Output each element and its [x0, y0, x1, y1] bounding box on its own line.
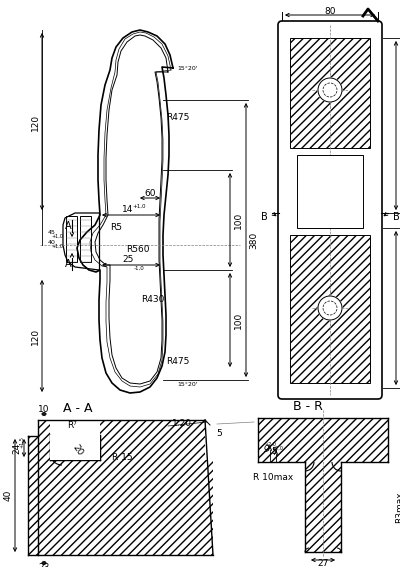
- Text: R475: R475: [166, 358, 190, 366]
- Text: +1,0: +1,0: [51, 234, 63, 239]
- Text: 120: 120: [30, 113, 40, 130]
- Text: 380: 380: [250, 231, 258, 248]
- Bar: [100, 420, 205, 460]
- Text: 5: 5: [216, 429, 222, 438]
- Text: R560: R560: [126, 246, 150, 255]
- Text: 10: 10: [38, 405, 50, 414]
- Bar: [38, 420, 50, 460]
- Text: A: A: [65, 221, 71, 231]
- Text: +1,5: +1,5: [20, 436, 24, 448]
- Bar: [290, 38, 370, 148]
- Text: 40: 40: [4, 489, 12, 501]
- Bar: [66, 216, 77, 262]
- Text: 1:20: 1:20: [172, 418, 192, 428]
- Text: g: g: [264, 442, 270, 451]
- Text: +2,0: +2,0: [271, 446, 283, 451]
- Text: 15°20': 15°20': [178, 66, 198, 70]
- Text: R430: R430: [141, 295, 165, 304]
- Bar: [305, 462, 341, 552]
- Text: R 10max: R 10max: [253, 473, 293, 483]
- Text: R475: R475: [166, 113, 190, 122]
- Text: 15°20': 15°20': [178, 383, 198, 387]
- Text: 60: 60: [144, 188, 156, 197]
- Text: 80: 80: [324, 6, 336, 15]
- Text: 14: 14: [122, 205, 134, 214]
- Text: R 15: R 15: [112, 452, 132, 462]
- Text: B: B: [393, 212, 399, 222]
- Text: 100: 100: [234, 211, 242, 229]
- Text: 40: 40: [48, 239, 56, 244]
- Bar: [80, 216, 91, 262]
- Circle shape: [318, 296, 342, 320]
- Bar: [258, 418, 388, 462]
- Text: 25: 25: [122, 255, 134, 264]
- Text: 27: 27: [317, 560, 329, 567]
- Text: +1,0: +1,0: [51, 243, 63, 248]
- Text: B - R: B - R: [293, 400, 323, 413]
- Text: A: A: [65, 259, 71, 269]
- Text: 120: 120: [30, 327, 40, 345]
- Text: R5: R5: [110, 223, 122, 232]
- Bar: [290, 235, 370, 383]
- Text: 20: 20: [71, 443, 85, 457]
- Bar: [50, 435, 100, 460]
- Text: B: B: [261, 212, 267, 222]
- FancyBboxPatch shape: [278, 21, 382, 399]
- Bar: [28, 436, 38, 555]
- Text: R⁷: R⁷: [67, 421, 77, 429]
- Text: R3max: R3max: [396, 491, 400, 523]
- Text: -1,0: -1,0: [134, 265, 144, 270]
- Text: +1,0: +1,0: [132, 204, 146, 209]
- Text: A - A: A - A: [63, 401, 93, 414]
- Circle shape: [318, 78, 342, 102]
- Text: 24: 24: [12, 442, 22, 454]
- Text: 100: 100: [234, 311, 242, 329]
- Text: +2,0: +2,0: [264, 442, 276, 446]
- Text: 23: 23: [38, 564, 50, 567]
- Bar: [297, 155, 363, 228]
- Text: 45: 45: [48, 230, 56, 235]
- Bar: [38, 460, 213, 555]
- Text: 5: 5: [271, 446, 277, 455]
